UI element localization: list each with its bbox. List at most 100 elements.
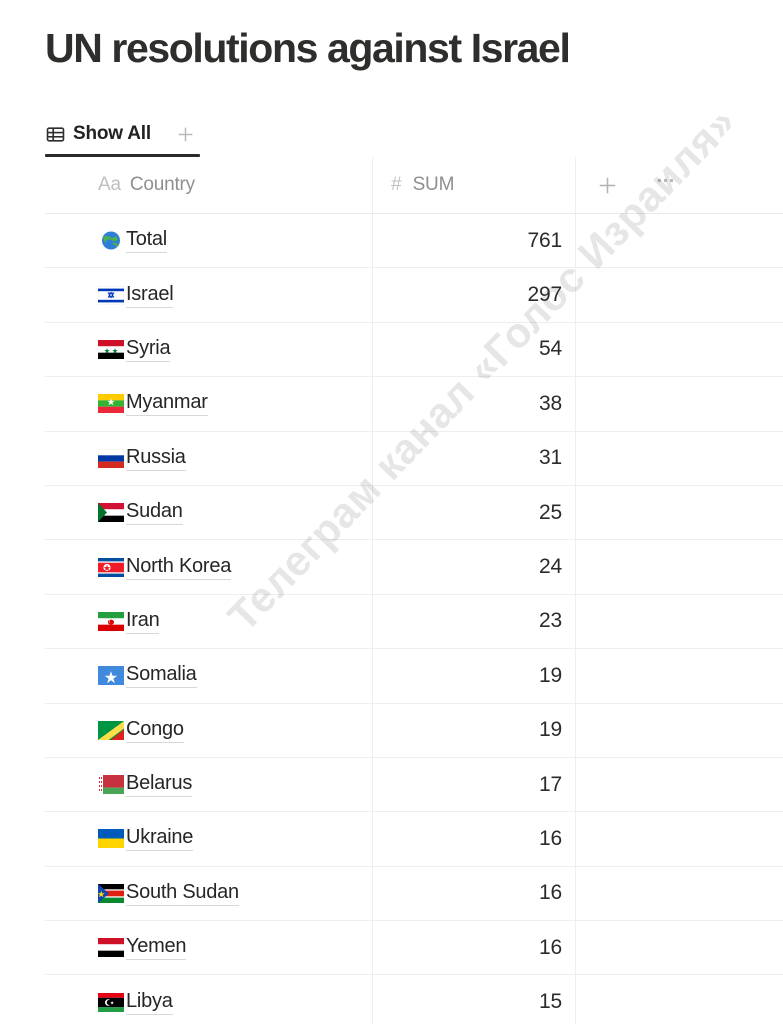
- cell-country[interactable]: Ukraine: [45, 812, 373, 866]
- sum-value: 16: [539, 826, 562, 850]
- more-options-button[interactable]: [654, 174, 676, 196]
- table-row[interactable]: Yemen 16: [45, 921, 783, 976]
- country-name-link[interactable]: South Sudan: [126, 881, 239, 906]
- column-header-country[interactable]: Aa Country: [45, 157, 373, 213]
- country-name-link[interactable]: Sudan: [126, 500, 183, 526]
- cell-country[interactable]: Israel: [45, 268, 373, 322]
- table-row[interactable]: Total 761: [45, 214, 783, 269]
- cell-country[interactable]: Congo: [45, 703, 373, 757]
- cell-country[interactable]: Russia: [45, 431, 373, 485]
- country-name-link[interactable]: Israel: [126, 283, 174, 308]
- cell-country[interactable]: Total: [45, 214, 373, 268]
- israel-flag: [98, 285, 126, 305]
- table-row[interactable]: Somalia 19: [45, 649, 783, 704]
- add-view-button[interactable]: [173, 121, 199, 147]
- country-name-link[interactable]: Yemen: [126, 935, 187, 961]
- myanmar-flag: [98, 394, 126, 414]
- sudan-flag: [98, 503, 126, 523]
- sum-value: 19: [539, 663, 562, 687]
- cell-empty: [576, 812, 783, 865]
- table-row[interactable]: Belarus 17: [45, 757, 783, 813]
- tab-show-all[interactable]: Show All: [45, 114, 159, 154]
- cell-sum[interactable]: 54: [373, 322, 576, 377]
- cell-sum[interactable]: 38: [373, 377, 576, 431]
- country-name-link[interactable]: Total: [126, 228, 167, 254]
- belarus-flag: [98, 775, 126, 795]
- cell-sum[interactable]: 19: [373, 649, 576, 703]
- country-name-link[interactable]: Myanmar: [126, 391, 208, 417]
- cell-country[interactable]: Sudan: [45, 485, 373, 540]
- country-name-link[interactable]: Ukraine: [126, 826, 193, 852]
- country-name-link[interactable]: Somalia: [126, 663, 197, 689]
- cell-sum[interactable]: 15: [373, 975, 576, 1024]
- cell-country[interactable]: Iran: [45, 594, 373, 649]
- cell-empty: [576, 432, 783, 485]
- sum-value: 17: [539, 772, 562, 796]
- table-row[interactable]: Sudan 25: [45, 485, 783, 541]
- cell-sum[interactable]: 17: [373, 757, 576, 812]
- cell-country[interactable]: Somalia: [45, 649, 373, 703]
- table-row[interactable]: Israel 297: [45, 268, 783, 323]
- syria-flag: [98, 339, 126, 359]
- table-header-row: Aa Country # SUM: [45, 157, 783, 214]
- cell-sum[interactable]: 297: [373, 268, 576, 322]
- cell-sum[interactable]: 31: [373, 431, 576, 485]
- south-sudan-flag: [98, 883, 126, 903]
- country-name-link[interactable]: Russia: [126, 446, 186, 471]
- table-row[interactable]: North Korea 24: [45, 540, 783, 595]
- cell-country[interactable]: Myanmar: [45, 377, 373, 431]
- column-header-sum-label: SUM: [412, 174, 455, 195]
- ukraine-flag: [98, 829, 126, 849]
- iran-flag: [98, 611, 126, 631]
- sum-value: 38: [539, 391, 562, 415]
- cell-empty: [576, 268, 783, 321]
- view-tabbar: Show All: [45, 112, 199, 156]
- cell-country[interactable]: Syria: [45, 322, 373, 377]
- add-column-button[interactable]: [596, 174, 618, 196]
- sum-value: 16: [539, 935, 562, 959]
- sum-value: 761: [527, 228, 563, 252]
- active-tab-indicator: [45, 154, 200, 157]
- libya-flag: [98, 992, 126, 1012]
- cell-sum[interactable]: 23: [373, 594, 576, 649]
- cell-sum[interactable]: 25: [373, 485, 576, 540]
- cell-sum[interactable]: 16: [373, 812, 576, 866]
- country-name-link[interactable]: Congo: [126, 718, 184, 743]
- cell-empty: [576, 214, 783, 267]
- table-row[interactable]: Congo 19: [45, 703, 783, 758]
- tab-show-all-label: Show All: [73, 123, 151, 144]
- table-row[interactable]: Iran 23: [45, 594, 783, 650]
- table-row[interactable]: Myanmar 38: [45, 377, 783, 432]
- table-row[interactable]: Ukraine 16: [45, 812, 783, 867]
- cell-sum[interactable]: 19: [373, 703, 576, 757]
- cell-empty: [576, 704, 783, 757]
- yemen-flag: [98, 938, 126, 958]
- country-name-link[interactable]: Libya: [126, 990, 173, 1015]
- cell-country[interactable]: North Korea: [45, 540, 373, 594]
- column-header-sum[interactable]: # SUM: [373, 157, 576, 213]
- sum-value: 31: [539, 446, 562, 470]
- cell-country[interactable]: South Sudan: [45, 866, 373, 921]
- table-row[interactable]: Syria 54: [45, 322, 783, 378]
- table-row[interactable]: Russia 31: [45, 431, 783, 486]
- sum-value: 16: [539, 881, 562, 905]
- sum-value: 15: [539, 990, 562, 1014]
- country-name-link[interactable]: North Korea: [126, 555, 231, 580]
- somalia-flag: [98, 666, 126, 686]
- cell-sum[interactable]: 24: [373, 540, 576, 594]
- cell-country[interactable]: Belarus: [45, 757, 373, 812]
- cell-country[interactable]: Libya: [45, 975, 373, 1024]
- cell-country[interactable]: Yemen: [45, 921, 373, 975]
- cell-sum[interactable]: 761: [373, 214, 576, 268]
- cell-empty: [576, 540, 783, 593]
- sum-value: 23: [539, 609, 562, 633]
- table-row[interactable]: South Sudan 16: [45, 866, 783, 922]
- cell-sum[interactable]: 16: [373, 866, 576, 921]
- country-name-link[interactable]: Belarus: [126, 772, 192, 798]
- globe-flag: [98, 231, 126, 250]
- cell-sum[interactable]: 16: [373, 921, 576, 975]
- country-name-link[interactable]: Syria: [126, 337, 171, 362]
- cell-empty: [576, 323, 783, 376]
- table-row[interactable]: Libya 15: [45, 975, 783, 1024]
- country-name-link[interactable]: Iran: [126, 609, 160, 634]
